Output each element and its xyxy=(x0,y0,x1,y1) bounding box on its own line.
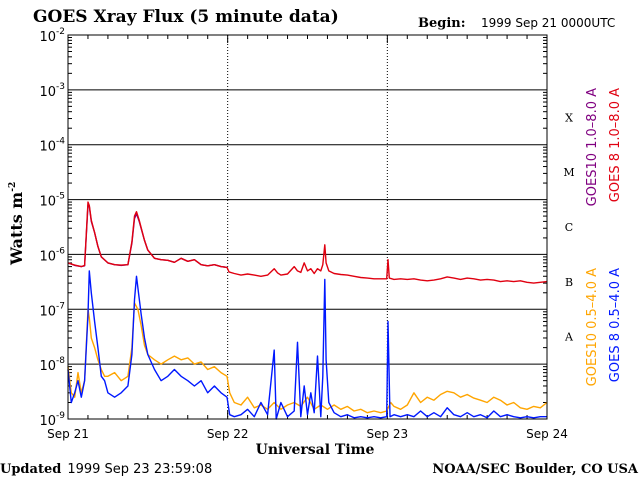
updated-text: Updated 1999 Sep 23 23:59:08 xyxy=(0,462,212,477)
flare-class-b: B xyxy=(565,276,573,289)
flare-class-c: C xyxy=(565,221,573,234)
data-series xyxy=(67,201,548,420)
y-axis-label: Watts m-2 xyxy=(7,182,26,266)
flare-class-x: X xyxy=(565,111,573,124)
y-tick-label: 10-3 xyxy=(39,82,65,100)
x-tick-labels: Sep 21 Sep 22 Sep 23 Sep 24 xyxy=(47,427,568,441)
flare-class-a: A xyxy=(564,331,574,344)
legend-entry-2: GOES10 0.5–4.0 A xyxy=(585,268,600,386)
y-tick-label: 10-9 xyxy=(39,411,65,429)
x-tick-label: Sep 21 xyxy=(47,427,89,441)
axis-ticks xyxy=(67,35,548,419)
plot-frame xyxy=(67,34,548,420)
flare-class-m: M xyxy=(563,166,574,179)
series-line-1 xyxy=(67,201,548,284)
legend-entry-1: GOES 8 1.0–8.0 A xyxy=(608,88,623,202)
legend: GOES10 1.0–8.0 A GOES 8 1.0–8.0 A GOES10 0… xyxy=(585,88,623,386)
flare-class-labels: X M C B A xyxy=(563,111,574,343)
x-tick-label: Sep 24 xyxy=(526,427,568,441)
y-tick-label: 10-4 xyxy=(39,137,65,155)
gridlines xyxy=(68,34,547,420)
legend-entry-0: GOES10 1.0–8.0 A xyxy=(585,88,600,206)
series-line-0 xyxy=(67,204,228,269)
series-line-2 xyxy=(67,302,548,414)
y-tick-label: 10-6 xyxy=(39,246,65,264)
series-line-3 xyxy=(67,270,547,420)
y-tick-label: 10-5 xyxy=(39,192,65,210)
chart-title: GOES Xray Flux (5 minute data) xyxy=(33,7,339,27)
legend-entry-3: GOES 8 0.5–4.0 A xyxy=(608,268,623,382)
begin-value: 1999 Sep 21 0000UTC xyxy=(481,16,615,30)
x-tick-label: Sep 22 xyxy=(207,427,249,441)
x-tick-label: Sep 23 xyxy=(366,427,408,441)
y-tick-labels: 10-2 10-3 10-4 10-5 10-6 10-7 10-8 10-9 xyxy=(39,27,65,429)
begin-label: Begin: xyxy=(418,16,466,31)
y-tick-label: 10-2 xyxy=(39,27,65,45)
y-tick-label: 10-7 xyxy=(39,301,65,319)
y-tick-label: 10-8 xyxy=(39,356,65,374)
x-axis-label: Universal Time xyxy=(256,442,375,458)
credit-text: NOAA/SEC Boulder, CO USA xyxy=(432,462,639,477)
